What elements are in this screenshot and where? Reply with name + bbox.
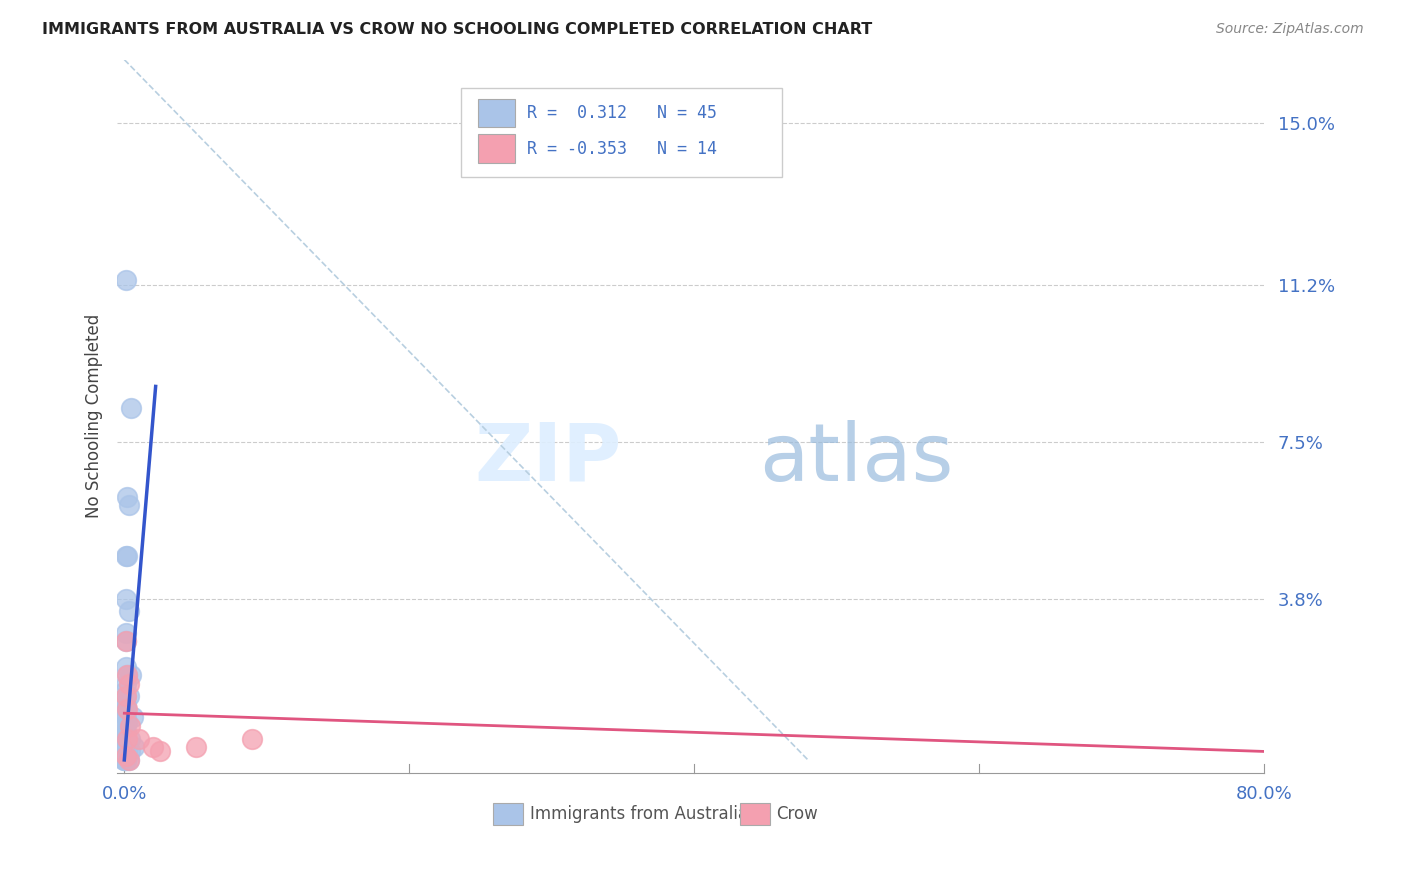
Point (114, 634, 136, 648)
Point (142, 740, 165, 755)
Point (114, 549, 136, 564)
Point (149, 744, 172, 758)
FancyBboxPatch shape (740, 803, 769, 825)
Point (114, 748, 136, 763)
Point (115, 549, 138, 564)
Point (112, 744, 135, 758)
Point (112, 685, 135, 699)
Point (114, 625, 136, 640)
Point (114, 591, 136, 606)
Point (115, 748, 138, 763)
Text: atlas: atlas (759, 420, 953, 498)
Point (114, 727, 136, 741)
Point (114, 753, 136, 767)
Point (120, 401, 142, 415)
Text: R =  0.312   N = 45: R = 0.312 N = 45 (526, 104, 717, 122)
Point (114, 698, 136, 712)
Text: 80.0%: 80.0% (1236, 785, 1292, 803)
Point (117, 604, 139, 618)
Point (117, 676, 139, 690)
Point (112, 748, 135, 763)
Point (128, 731, 150, 746)
Text: ZIP: ZIP (474, 420, 621, 498)
Text: R = -0.353   N = 14: R = -0.353 N = 14 (526, 140, 717, 158)
FancyBboxPatch shape (478, 99, 515, 128)
Point (114, 702, 136, 716)
Point (114, 634, 136, 648)
Point (114, 753, 136, 767)
Text: 0.0%: 0.0% (101, 785, 148, 803)
Point (115, 668, 138, 682)
Point (112, 736, 135, 750)
Point (114, 736, 136, 750)
Point (184, 740, 207, 755)
Point (117, 498, 139, 512)
Point (115, 668, 138, 682)
Point (114, 676, 136, 690)
Point (121, 710, 143, 724)
Point (120, 668, 142, 682)
Point (114, 710, 136, 724)
FancyBboxPatch shape (478, 135, 515, 163)
Point (112, 740, 135, 755)
Point (115, 702, 138, 716)
Point (114, 748, 136, 763)
Text: Immigrants from Australia: Immigrants from Australia (530, 805, 748, 823)
Point (112, 706, 135, 721)
Point (114, 659, 136, 673)
Point (117, 753, 139, 767)
Point (114, 723, 136, 738)
Point (124, 740, 146, 755)
Point (114, 740, 136, 755)
FancyBboxPatch shape (461, 88, 782, 178)
Point (115, 744, 138, 758)
FancyBboxPatch shape (494, 803, 523, 825)
Point (112, 693, 135, 707)
Point (112, 753, 135, 767)
Point (115, 731, 138, 746)
Point (112, 753, 135, 767)
Text: IMMIGRANTS FROM AUSTRALIA VS CROW NO SCHOOLING COMPLETED CORRELATION CHART: IMMIGRANTS FROM AUSTRALIA VS CROW NO SCH… (42, 22, 873, 37)
Point (118, 731, 141, 746)
Text: Crow: Crow (776, 805, 818, 823)
Y-axis label: No Schooling Completed: No Schooling Completed (86, 314, 103, 518)
Point (112, 731, 135, 746)
Point (114, 273, 136, 287)
Point (118, 744, 141, 758)
Point (112, 719, 135, 733)
Point (114, 690, 136, 704)
Point (118, 719, 141, 733)
Point (242, 731, 264, 746)
Text: Source: ZipAtlas.com: Source: ZipAtlas.com (1216, 22, 1364, 37)
Point (117, 753, 139, 767)
Point (114, 690, 136, 704)
Point (115, 490, 138, 504)
Point (115, 714, 138, 729)
Point (117, 690, 139, 704)
